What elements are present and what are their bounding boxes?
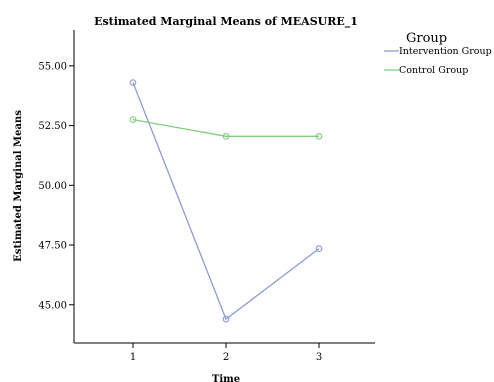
- series-line-control-group: [132, 118, 319, 137]
- x-axis-label: Time: [212, 374, 240, 382]
- x-axis-ticks: 1 2 3: [130, 343, 322, 363]
- y-tick-label: 45.00: [38, 300, 67, 311]
- y-tick-label: 52.50: [38, 121, 67, 132]
- legend: Group Intervention Group Control Group: [384, 31, 492, 76]
- series-line-intervention-group: [132, 82, 320, 321]
- data-point-control-group: [222, 132, 230, 140]
- y-axis-label: Estimated Marginal Means: [13, 110, 24, 262]
- y-tick-label: 47.50: [38, 241, 67, 252]
- legend-item-label: Intervention Group: [399, 46, 492, 57]
- data-point-control-group: [129, 116, 137, 123]
- legend-title: Group: [406, 31, 447, 46]
- legend-item-label: Control Group: [399, 65, 468, 76]
- x-tick-label: 1: [130, 352, 136, 363]
- y-tick-label: 55.00: [38, 61, 67, 72]
- y-tick-label: 50.00: [38, 181, 67, 192]
- chart-title: Estimated Marginal Means of MEASURE_1: [94, 15, 358, 29]
- x-tick-label: 3: [316, 352, 322, 363]
- data-point-intervention-group: [315, 245, 323, 252]
- x-tick-label: 2: [223, 352, 229, 363]
- plot-area: [129, 79, 323, 323]
- y-axis-ticks: 45.00 47.50 50.00 52.50 55.00: [38, 61, 74, 311]
- data-point-intervention-group: [222, 315, 230, 323]
- data-point-control-group: [315, 132, 323, 140]
- data-point-intervention-group: [129, 79, 137, 86]
